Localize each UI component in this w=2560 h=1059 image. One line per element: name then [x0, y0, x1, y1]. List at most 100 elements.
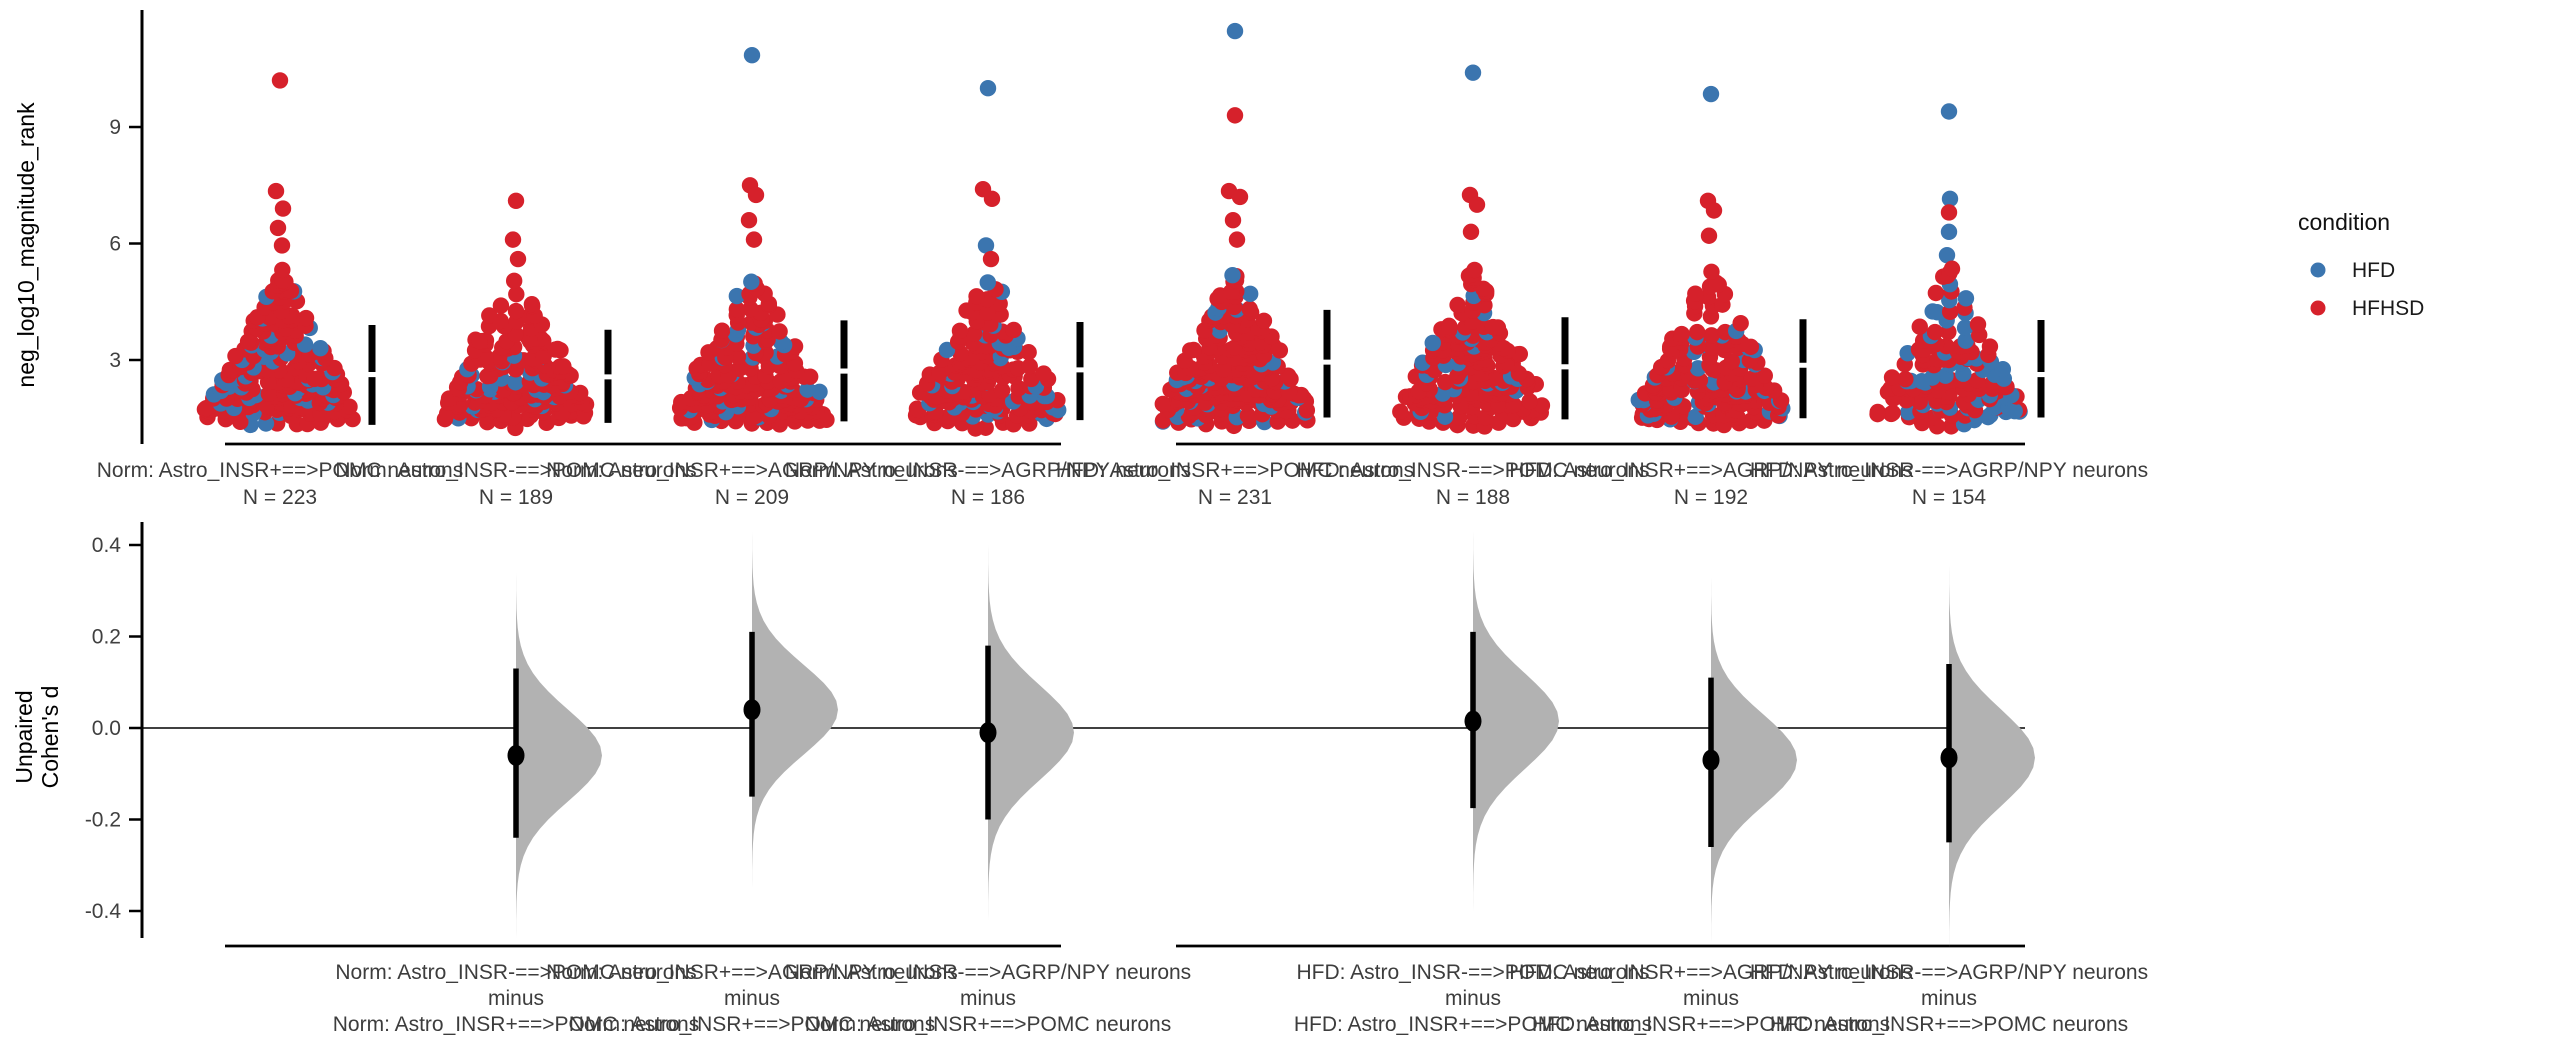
swarm-point — [938, 341, 956, 359]
swarm-point — [1215, 361, 1232, 378]
swarm-point — [1924, 369, 1941, 386]
swarm-point — [728, 301, 746, 318]
swarm-group-2 — [436, 192, 612, 437]
swarm-outlier-point — [747, 186, 765, 204]
legend-title: condition — [2298, 209, 2390, 235]
bottom-y-tick-label: -0.4 — [85, 900, 122, 923]
swarm-point — [965, 325, 983, 342]
swarm-outlier-point — [1941, 190, 1959, 208]
effect-size-dot — [1464, 710, 1482, 732]
swarm-point — [1241, 285, 1259, 303]
swarm-point — [799, 381, 816, 398]
swarm-point — [555, 358, 572, 375]
group-label: Norm: Astro_INSR+==>AGRP/NPY neurons — [546, 459, 958, 482]
swarm-point — [1392, 403, 1409, 420]
swarm-point — [1224, 266, 1241, 284]
contrast-6 — [1940, 545, 2035, 970]
swarm-point — [993, 382, 1011, 399]
group-n-label: N = 154 — [1912, 486, 1986, 509]
swarm-point — [1883, 369, 1901, 386]
swarm-point — [1688, 323, 1706, 341]
swarm-point — [1927, 284, 1945, 302]
contrast-labels: Norm: Astro_INSR-==>POMC neurons minus Nor… — [333, 961, 2148, 1036]
swarm-point — [1673, 325, 1690, 343]
swarm-outlier-point — [1938, 246, 1956, 264]
swarm-outlier-point — [1231, 188, 1249, 206]
swarm-point — [507, 374, 524, 391]
swarm-outlier-point — [1226, 107, 1244, 124]
swarm-outlier-point — [1464, 64, 1482, 81]
effect-size-dot — [979, 722, 997, 744]
swarm-point — [1521, 393, 1538, 410]
swarm-point — [260, 385, 278, 402]
contrast-label-line3: Norm: Astro_INSR+==>POMC neurons — [569, 1013, 936, 1036]
group-n-label: N = 192 — [1674, 486, 1748, 509]
effect-size-dot — [507, 744, 525, 766]
swarm-point — [1511, 345, 1529, 363]
swarm-group-8 — [1869, 103, 2045, 435]
swarm-outlier-point — [1700, 227, 1718, 244]
swarm-outlier-point — [504, 231, 522, 248]
swarm-panel: neg_log10_magnitude_rank 3 6 9 Norm: Astro… — [13, 10, 2148, 509]
swarm-point — [1911, 318, 1928, 335]
swarm-point — [979, 304, 996, 321]
swarm-group-4 — [907, 79, 1084, 437]
contrast-label-line1: HFD: Astro_INSR+==>AGRP/NPY neurons — [1509, 961, 1912, 984]
contrast-label-line2: minus — [1683, 987, 1739, 1010]
bottom-y-axis-title-line2: Cohen's d — [37, 686, 63, 789]
swarm-outlier-point — [982, 250, 1000, 268]
swarm-outlier-point — [267, 182, 285, 200]
group-label: Norm: Astro_INSR-==>POMC neurons — [335, 459, 696, 482]
contrast-label-line3: HFD: Astro_INSR+==>POMC neurons — [1770, 1013, 2128, 1036]
swarm-outlier-point — [1940, 204, 1958, 221]
swarm-point — [1911, 393, 1928, 410]
legend: condition HFD HFHSD — [2298, 209, 2424, 320]
top-y-tick-label: 6 — [109, 233, 121, 256]
swarm-point — [547, 341, 564, 358]
legend-swatch-hfd — [2310, 262, 2326, 278]
contrast-label-line3: Norm: Astro_INSR+==>POMC neurons — [805, 1013, 1172, 1036]
swarm-point — [274, 261, 291, 279]
swarm-outlier-point — [269, 219, 287, 237]
contrast-label-line3: Norm: Astro_INSR+==>POMC neurons — [333, 1013, 700, 1036]
swarm-point — [713, 322, 731, 339]
swarm-group-7 — [1630, 85, 1807, 434]
group-n-label: N = 186 — [951, 486, 1025, 509]
effect-size-dot — [1940, 747, 1958, 769]
bottom-y-tick-label: 0.4 — [92, 534, 122, 557]
swarm-point — [1897, 370, 1914, 388]
swarm-point — [729, 348, 747, 365]
contrast-label-line1: Norm: Astro_INSR-==>POMC neurons — [335, 961, 696, 984]
swarm-outlier-point — [1462, 223, 1480, 241]
swarm-outlier-point — [977, 237, 995, 254]
swarm-point — [968, 288, 985, 305]
swarm-outlier-point — [1702, 85, 1720, 103]
group-n-label: N = 188 — [1436, 486, 1510, 509]
swarm-point — [312, 339, 329, 357]
top-y-axis: 3 6 9 — [109, 10, 144, 444]
swarm-point — [507, 302, 525, 320]
legend-label-hfhsd: HFHSD — [2352, 297, 2424, 320]
swarm-outlier-point — [1940, 103, 1958, 120]
swarm-point — [505, 272, 523, 290]
swarm-point — [1466, 261, 1483, 279]
swarm-point — [1957, 290, 1975, 307]
effect-size-dot — [1702, 749, 1720, 771]
swarm-point — [1441, 318, 1458, 336]
legend-swatch-hfhsd — [2310, 300, 2326, 316]
swarm-point — [742, 300, 759, 318]
swarm-group-6 — [1392, 64, 1569, 435]
bottom-y-tick-label: 0.0 — [92, 717, 121, 740]
swarm-point — [1280, 367, 1297, 384]
swarm-point — [1449, 296, 1466, 314]
swarm-group-1 — [196, 72, 376, 434]
bottom-y-tick-label: -0.2 — [85, 809, 121, 832]
contrast-2 — [743, 513, 838, 906]
contrast-3 — [979, 525, 1074, 940]
swarm-groups — [196, 22, 2045, 437]
group-label: Norm: Astro_INSR-==>AGRP/NPY neurons — [785, 459, 1191, 482]
contrast-violins — [507, 511, 2035, 970]
contrast-label-line2: minus — [1921, 987, 1977, 1010]
swarm-outlier-point — [983, 190, 1001, 208]
bottom-y-tick-label: 0.2 — [92, 626, 121, 649]
